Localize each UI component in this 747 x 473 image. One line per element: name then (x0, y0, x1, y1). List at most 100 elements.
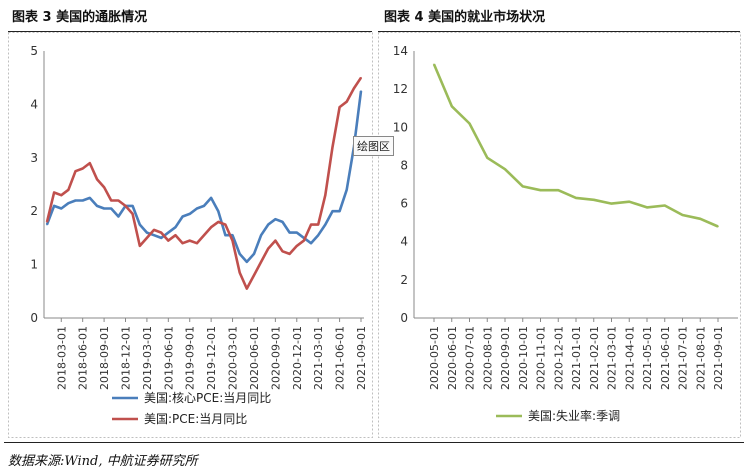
chart-1-point (181, 215, 184, 218)
chart-2-frame (378, 32, 741, 438)
chart-1-point (324, 223, 327, 226)
chart-1-point (288, 231, 291, 234)
chart-1-point (167, 231, 170, 234)
chart-2-xtick-label: 2020-09-01 (499, 326, 512, 390)
chart-2-series-line-1 (432, 63, 719, 228)
chart-1-point (274, 239, 277, 242)
chart-1-series-line-2 (45, 76, 363, 290)
chart-1-point (167, 239, 170, 242)
chart-2-xtick-label: 2021-03-01 (606, 326, 619, 390)
chart-1-point (317, 234, 320, 236)
chart-2-xtick-label: 2020-08-01 (481, 326, 494, 390)
chart-1-point (81, 167, 84, 170)
chart-1-point (74, 170, 77, 172)
chart-1-point (188, 239, 191, 242)
chart-1-legend-label: 美国:核心PCE:当月同比 (144, 391, 271, 405)
chart-1-xtick-label: 2020-09-01 (269, 326, 282, 390)
chart-1-point (103, 207, 105, 210)
chart-2-xtick-label: 2021-02-01 (588, 326, 601, 390)
chart-1-point (303, 239, 305, 242)
chart-2-xtick-label: 2021-05-01 (641, 326, 654, 390)
chart-2-point (522, 185, 524, 188)
chart-1-point (110, 207, 112, 210)
chart-1-point (67, 189, 70, 191)
data-source-note: 数据来源:Wind, 中航证券研究所 (8, 454, 198, 469)
chart-2-point (610, 202, 613, 205)
chart-2-point (664, 204, 666, 207)
chart-1-point (338, 210, 341, 212)
chart-1-point (345, 100, 348, 103)
chart-1-point (267, 247, 270, 250)
chart-1-point (238, 271, 241, 274)
chart-1-point (281, 221, 284, 223)
chart-2-legend-label: 美国:失业率:季调 (528, 408, 620, 423)
chart-1-point (117, 215, 120, 218)
chart-2-xtick-label: 2021-06-01 (659, 326, 672, 390)
chart-1-point (353, 87, 355, 90)
chart-1-xtick-label: 2021-09-01 (355, 326, 368, 390)
chart-1-point (217, 210, 220, 212)
chart-1-point (110, 199, 112, 202)
chart-1-ytick-label: 0 (30, 311, 38, 325)
chart-2-ytick-label: 8 (400, 158, 408, 172)
chart-2-xtick-label: 2020-05-01 (428, 326, 441, 390)
chart-1-point (89, 162, 91, 164)
chart-1-point (96, 205, 98, 207)
chart-2-point (557, 189, 560, 191)
chart-1-ytick-label: 4 (30, 97, 38, 111)
chart-1-point (345, 189, 348, 191)
chart-1-point (260, 234, 262, 236)
chart-1-xtick-label: 2020-06-01 (248, 326, 261, 390)
chart-1-xtick-label: 2019-09-01 (184, 326, 197, 390)
chart-2-xtick-label: 2020-06-01 (446, 326, 459, 390)
chart-1-point (310, 242, 312, 244)
chart-2-xtick-label: 2021-09-01 (712, 326, 725, 390)
chart-2-point (681, 214, 684, 216)
chart-1-point (181, 242, 184, 244)
chart-2-xtick-label: 2020-11-01 (535, 326, 548, 390)
chart-1-point (67, 202, 70, 204)
chart-1-point (231, 234, 234, 236)
chart-1-point (260, 261, 262, 263)
chart-2-ytick-label: 10 (393, 120, 408, 134)
chart-1-point (196, 207, 198, 210)
chart-1-point (139, 245, 141, 247)
chart-1-ytick-label: 3 (30, 151, 38, 165)
chart-1-ytick-label: 1 (30, 258, 38, 272)
chart-1-point (253, 274, 255, 277)
chart-1-point (146, 231, 148, 234)
chart-1-xtick-label: 2019-12-01 (205, 326, 218, 390)
chart-1-xtick-label: 2018-06-01 (77, 326, 90, 390)
chart-1-point (296, 231, 298, 234)
plot-area-tooltip: 绘图区 (353, 136, 394, 156)
chart-2-point (451, 105, 453, 108)
chart-1-point (174, 234, 177, 236)
chart-2-point (539, 189, 542, 191)
chart-1-xtick-label: 2018-09-01 (98, 326, 111, 390)
chart-2-xtick-label: 2021-01-01 (570, 326, 583, 390)
chart-2-ytick-label: 4 (400, 235, 408, 249)
chart-1-point (267, 223, 270, 226)
chart-2-ytick-label: 6 (400, 197, 408, 211)
chart-2-ytick-label: 2 (400, 273, 408, 287)
chart-1-point (124, 205, 127, 207)
chart-2-ytick-label: 0 (400, 311, 408, 325)
chart-1-point (96, 178, 98, 180)
chart-2: 0 2 4 6 8 10 12 14 2020-05-01 2020-06-01 2020-07-0… (393, 44, 738, 423)
chart-1-point (89, 197, 91, 199)
chart-1-xtick-label: 2020-03-01 (227, 326, 240, 390)
chart-1-point (296, 245, 298, 247)
chart-1-point (81, 199, 84, 202)
chart-2-title-rule (378, 31, 740, 32)
chart-1-point (317, 223, 320, 226)
chart-1-xtick-label: 2018-03-01 (55, 326, 68, 390)
chart-1-point (331, 210, 334, 212)
chart-2-xtick-label: 2020-10-01 (517, 326, 530, 390)
chart-2-point (593, 199, 595, 201)
chart-1-title-rule (8, 31, 372, 32)
chart-2-title: 图表 4 美国的就业市场状况 (384, 10, 546, 25)
chart-1-point (253, 253, 255, 255)
chart-1-point (60, 207, 63, 210)
chart-2-xtick-label: 2021-08-01 (694, 326, 707, 390)
